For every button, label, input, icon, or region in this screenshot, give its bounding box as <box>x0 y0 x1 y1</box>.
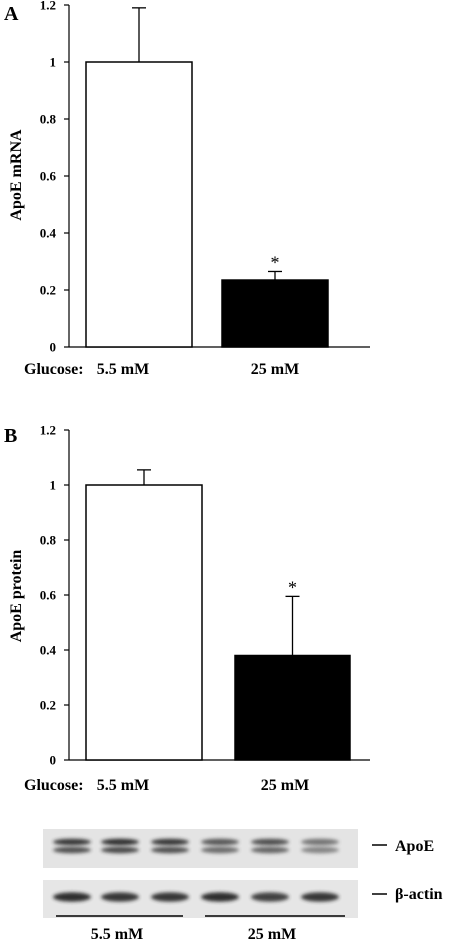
x-prefix-a: Glucose: <box>24 361 84 378</box>
p1-y-tick-label: 0.4 <box>40 226 57 241</box>
p1-significance-2: * <box>271 252 280 272</box>
panel-label-a: A <box>4 3 19 25</box>
p2-bar-1 <box>85 484 203 761</box>
p2-y-tick-label: 0 <box>50 753 57 768</box>
p1-bar-2 <box>221 279 329 348</box>
p2-y-tick-label: 1.2 <box>40 423 56 438</box>
p2-y-tick-label: 0.6 <box>40 588 57 603</box>
p2-y-tick-label: 0.4 <box>40 643 57 658</box>
blot-band-apoe-4 <box>201 846 239 854</box>
blot-band-actin-6 <box>301 892 339 902</box>
p1-y-tick-label: 0 <box>50 340 57 355</box>
blot-band-apoe-2 <box>101 838 139 846</box>
blot-band-apoe-3 <box>151 846 189 854</box>
blot-group-5-5mm: 5.5 mM <box>91 926 143 943</box>
p1-y-tick-label: 1.2 <box>40 0 56 13</box>
x-prefix-b: Glucose: <box>24 777 84 794</box>
blot-band-apoe-1 <box>53 846 91 854</box>
blot-band-apoe-5 <box>251 846 289 854</box>
p1-category-label-2: 25 mM <box>251 361 299 378</box>
p1-y-tick-label: 1 <box>50 55 57 70</box>
p1-y-tick-label: 0.8 <box>40 112 57 127</box>
p2-y-tick-label: 1 <box>50 478 57 493</box>
blot-band-apoe-1 <box>53 838 91 846</box>
blot-band-actin-3 <box>151 892 189 902</box>
p1-bar-1 <box>85 61 193 348</box>
blot-band-apoe-3 <box>151 838 189 846</box>
blot-label-apoe: ApoE <box>395 838 434 855</box>
blot-band-apoe-4 <box>201 838 239 846</box>
western-blot: ApoE β-actin 5.5 mM 25 mM <box>43 829 443 943</box>
panel-label-b: B <box>4 425 17 447</box>
panel-b: B ApoE protein Glucose: 0 0.2 0.4 0.6 0.8 1 1.… <box>4 423 370 794</box>
p2-bar-2 <box>234 654 351 761</box>
blot-band-apoe-5 <box>251 838 289 846</box>
p2-category-label-1: 5.5 mM <box>97 777 149 794</box>
blot-band-actin-2 <box>101 892 139 902</box>
p2-category-label-2: 25 mM <box>261 777 309 794</box>
panel-a: A ApoE mRNA Glucose: 0 0.2 0.4 0.6 0.8 1 1.2 5.… <box>4 0 370 378</box>
p1-y-tick-label: 0.2 <box>40 283 56 298</box>
blot-band-apoe-6 <box>301 838 339 846</box>
blot-label-actin: β-actin <box>395 886 443 903</box>
blot-band-apoe-2 <box>101 846 139 854</box>
p1-category-label-1: 5.5 mM <box>97 361 149 378</box>
bands-apoe <box>53 838 339 854</box>
y-axis-title-a: ApoE mRNA <box>8 129 25 221</box>
p2-y-tick-label: 0.8 <box>40 533 57 548</box>
p1-y-tick-label: 0.6 <box>40 169 57 184</box>
y-axis-title-b: ApoE protein <box>8 550 25 643</box>
blot-band-actin-4 <box>201 892 239 902</box>
blot-band-actin-5 <box>251 892 289 902</box>
blot-group-25mm: 25 mM <box>248 926 296 943</box>
bands-actin <box>53 892 339 902</box>
blot-band-actin-1 <box>53 892 91 902</box>
p2-significance-2: * <box>288 577 297 597</box>
blot-band-apoe-6 <box>301 846 339 854</box>
p2-y-tick-label: 0.2 <box>40 698 56 713</box>
